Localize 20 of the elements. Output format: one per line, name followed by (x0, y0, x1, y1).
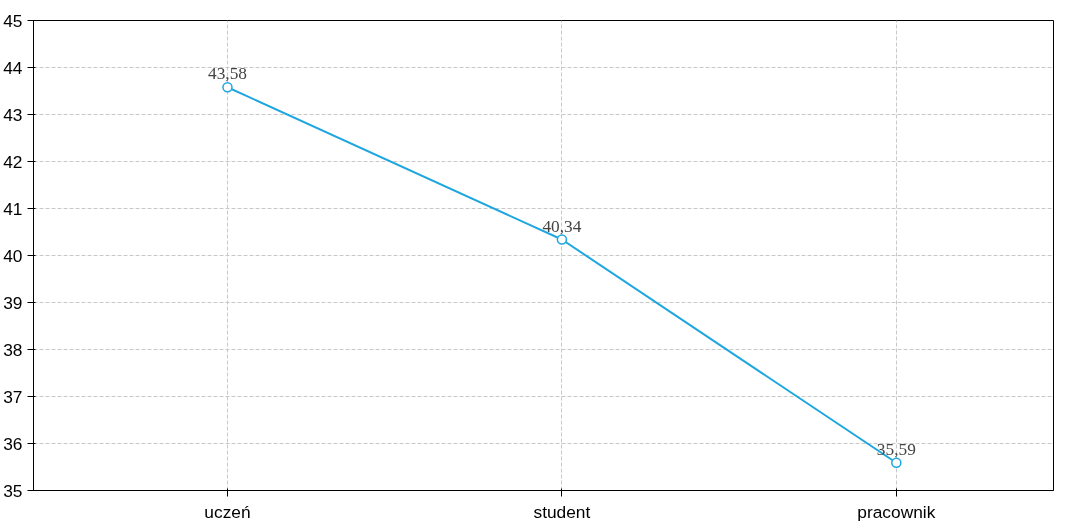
point (891, 457, 902, 469)
x-tick-label: uczeń (204, 501, 251, 522)
y-tick-label: 41 (3, 198, 23, 219)
x-tick-label: pracownik (857, 501, 936, 522)
data-label: 43,58 (207, 64, 247, 84)
point (556, 234, 568, 245)
y-tick-label: 40 (3, 245, 23, 266)
y-tick-label: 42 (3, 151, 23, 172)
data-label: 35,59 (876, 439, 916, 459)
x-tick-label: student (533, 501, 591, 522)
y-tick-label: 35 (3, 480, 23, 501)
y-tick-label: 44 (3, 57, 23, 78)
y-tick-label: 45 (3, 10, 23, 31)
y-tick-label: 43 (3, 104, 23, 125)
y-tick-label: 37 (3, 386, 23, 407)
y-tick-label: 38 (3, 339, 23, 360)
y-tick-label: 36 (3, 433, 23, 454)
point (222, 82, 233, 93)
data-label: 40,34 (542, 216, 582, 236)
y-tick-label: 39 (3, 292, 23, 313)
